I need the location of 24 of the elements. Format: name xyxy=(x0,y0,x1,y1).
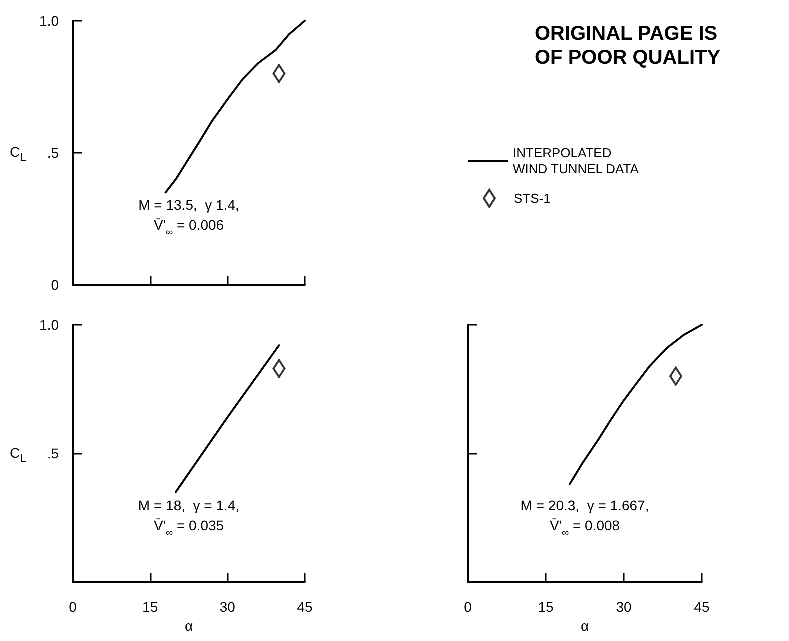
annotation: M = 13.5, γ 1.4, V̄'∞ = 0.006 xyxy=(138,197,240,239)
x-tick-label: 15 xyxy=(142,599,158,616)
y-tick-label: 1.0 xyxy=(40,317,60,333)
y-axis-title: C$_{L}$ xyxy=(10,143,27,166)
y-tick-label: .5 xyxy=(47,145,60,161)
x-tick-label: 45 xyxy=(694,599,710,616)
x-tick-label: 45 xyxy=(297,599,313,616)
y-axis-title: C$_{L}$ xyxy=(10,444,27,467)
y-tick-label: .5 xyxy=(47,446,60,462)
annotation: M = 18, γ = 1.4, V̄'∞ = 0.035 xyxy=(138,497,240,539)
legend-label: INTERPOLATED WIND TUNNEL DATA xyxy=(513,146,640,176)
text: ORIGINAL PAGE IS OF POOR QUALITY xyxy=(535,23,722,69)
y-tick-label: 1.0 xyxy=(40,13,60,29)
x-axis-title: α xyxy=(184,618,194,634)
x-tick-label: 0 xyxy=(464,599,472,616)
x-tick-label: 15 xyxy=(538,599,554,616)
line-series xyxy=(164,20,306,194)
x-tick-label: 30 xyxy=(220,599,236,616)
x-tick-label: 0 xyxy=(69,599,78,616)
x-tick-label: 30 xyxy=(616,599,632,616)
x-axis-title: α xyxy=(580,618,590,634)
legend-label: STS-1 xyxy=(514,191,551,206)
y-tick-label: 0 xyxy=(51,277,60,293)
annotation: M = 20.3, γ = 1.667, V̄'∞ = 0.008 xyxy=(520,497,650,539)
